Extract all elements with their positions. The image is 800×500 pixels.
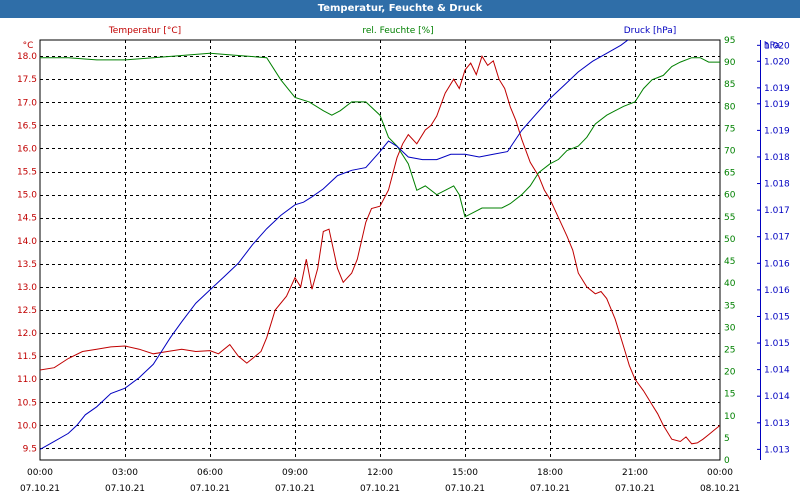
y-tick-label-humidity: 65: [724, 169, 735, 179]
y-tick-label-pressure: 1.020: [764, 41, 790, 51]
y-tick-label-humidity: 60: [724, 191, 736, 201]
y-tick-label-humidity: 0: [724, 456, 730, 466]
y-tick-label-pressure: 1.019: [764, 100, 790, 110]
y-tick-label-pressure: 1.016: [764, 259, 790, 269]
y-tick-label-pressure: 1.013: [764, 445, 790, 455]
y-tick-label-temperature: 11.5: [17, 352, 37, 362]
y-tick-label-humidity: 75: [724, 124, 735, 134]
x-tick-label-date: 07.10.21: [445, 484, 485, 494]
y-tick-label-pressure: 1.015: [764, 339, 790, 349]
y-tick-label-temperature: 14.0: [17, 237, 37, 247]
y-tick-label-humidity: 35: [724, 301, 735, 311]
x-tick-label-date: 07.10.21: [275, 484, 315, 494]
y-tick-label-pressure: 1.013: [764, 419, 790, 429]
y-tick-label-temperature: 14.5: [17, 214, 37, 224]
y-tick-label-humidity: 20: [724, 368, 736, 378]
y-tick-label-humidity: 80: [724, 102, 736, 112]
y-tick-label-temperature: 16.0: [17, 144, 37, 154]
y-tick-label-temperature: 17.5: [17, 75, 37, 85]
y-tick-label-humidity: 95: [724, 36, 735, 46]
x-tick-label-date: 07.10.21: [530, 484, 570, 494]
y-tick-label-humidity: 5: [724, 434, 730, 444]
y-axis-unit-pressure: hPa: [764, 41, 780, 51]
y-tick-label-temperature: 15.0: [17, 191, 37, 201]
y-tick-label-humidity: 50: [724, 235, 736, 245]
y-tick-label-pressure: 1.019: [764, 126, 790, 136]
y-tick-label-humidity: 55: [724, 213, 735, 223]
legend-humidity: rel. Feuchte [%]: [362, 26, 433, 36]
y-tick-label-pressure: 1.018: [764, 153, 790, 163]
y-tick-label-temperature: 18.0: [17, 52, 37, 62]
y-tick-label-humidity: 45: [724, 257, 735, 267]
series-line-temperature: [40, 55, 720, 445]
y-tick-label-temperature: 9.5: [23, 444, 37, 454]
y-tick-label-humidity: 25: [724, 345, 735, 355]
x-tick-label-time: 09:00: [282, 468, 308, 478]
y-tick-label-humidity: 15: [724, 390, 735, 400]
y-tick-label-pressure: 1.016: [764, 286, 790, 296]
y-tick-label-temperature: 15.5: [17, 168, 37, 178]
x-tick-label-date: 07.10.21: [105, 484, 145, 494]
y-tick-label-pressure: 1.017: [764, 233, 790, 243]
x-tick-label-time: 12:00: [367, 468, 393, 478]
x-tick-label-date: 07.10.21: [615, 484, 655, 494]
y-tick-label-temperature: 10.5: [17, 398, 37, 408]
y-tick-label-pressure: 1.019: [764, 84, 790, 94]
series-line-pressure: [40, 40, 629, 450]
y-tick-label-humidity: 70: [724, 147, 736, 157]
x-tick-label-date: 07.10.21: [190, 484, 230, 494]
y-tick-label-temperature: 10.0: [17, 421, 37, 431]
series-line-humidity: [40, 52, 720, 218]
y-tick-label-pressure: 1.018: [764, 180, 790, 190]
x-tick-label-time: 15:00: [452, 468, 478, 478]
x-tick-label-time: 00:00: [27, 468, 53, 478]
y-tick-label-temperature: 12.0: [17, 329, 37, 339]
y-tick-label-temperature: 16.5: [17, 121, 37, 131]
y-tick-label-pressure: 1.015: [764, 312, 790, 322]
y-tick-label-humidity: 85: [724, 80, 735, 90]
y-tick-label-humidity: 30: [724, 323, 736, 333]
x-tick-label-time: 03:00: [112, 468, 138, 478]
y-tick-label-pressure: 1.014: [764, 392, 790, 402]
legend-temperature: Temperatur [°C]: [108, 26, 181, 36]
y-tick-label-temperature: 13.0: [17, 283, 37, 293]
x-tick-label-time: 00:00: [707, 468, 733, 478]
x-tick-label-time: 18:00: [537, 468, 563, 478]
y-tick-label-humidity: 40: [724, 279, 736, 289]
y-tick-label-humidity: 90: [724, 58, 736, 68]
legend-pressure: Druck [hPa]: [624, 26, 677, 36]
y-tick-label-pressure: 1.017: [764, 206, 790, 216]
y-tick-label-temperature: 11.0: [17, 375, 37, 385]
x-tick-label-date: 07.10.21: [360, 484, 400, 494]
y-tick-label-humidity: 10: [724, 412, 736, 422]
y-tick-label-pressure: 1.020: [764, 57, 790, 67]
y-tick-label-temperature: 17.0: [17, 98, 37, 108]
x-tick-label-time: 21:00: [622, 468, 648, 478]
y-axis-unit-temperature: °C: [23, 41, 34, 51]
x-tick-label-time: 06:00: [197, 468, 223, 478]
x-tick-label-date: 08.10.21: [700, 484, 740, 494]
y-tick-label-temperature: 13.5: [17, 260, 37, 270]
y-tick-label-temperature: 12.5: [17, 306, 37, 316]
chart-title: Temperatur, Feuchte & Druck: [0, 0, 800, 18]
y-tick-label-pressure: 1.014: [764, 366, 790, 376]
x-tick-label-date: 07.10.21: [20, 484, 60, 494]
